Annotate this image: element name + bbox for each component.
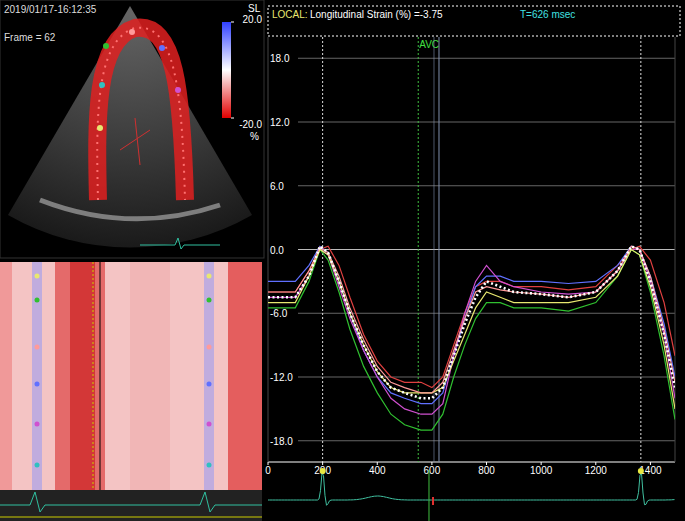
- x-tick-label: 1000: [530, 465, 553, 476]
- heatmap-band: [70, 262, 95, 490]
- segment-dot: [175, 87, 181, 93]
- ecg-avc: [428, 470, 429, 521]
- y-tick-label: -6.0: [270, 308, 288, 319]
- x-tick-label: 600: [424, 465, 441, 476]
- mini-ecg: [140, 238, 220, 249]
- x-tick-label: 800: [478, 465, 495, 476]
- strain-curve: [268, 246, 675, 398]
- ecg-trace: [268, 473, 675, 505]
- cursor-line: [438, 37, 439, 462]
- grid-line: [298, 440, 675, 441]
- heatmap-dot: [207, 422, 212, 427]
- heatmap-dot: [207, 382, 212, 387]
- header-measure: Longitudinal Strain (%) =-3.75: [310, 9, 443, 20]
- heatmap-marker: [32, 262, 42, 490]
- color-bar-tick: [231, 118, 234, 119]
- heatmap-dot: [207, 274, 212, 279]
- heatmap-dot: [35, 422, 40, 427]
- grid-line: [298, 122, 675, 123]
- color-bar-tick: [231, 22, 234, 23]
- header-time: T=626 msec: [520, 9, 575, 20]
- y-tick-label: 12.0: [270, 117, 290, 128]
- y-tick-label: -18.0: [270, 436, 293, 447]
- segment-dot: [159, 45, 165, 51]
- grid-line: [298, 249, 675, 250]
- heatmap-band: [130, 262, 170, 490]
- background: [0, 0, 685, 521]
- header-box: [268, 6, 680, 36]
- event-line: [640, 37, 641, 462]
- heatmap-band: [228, 262, 262, 490]
- heatmap-timebar: [0, 517, 262, 518]
- heatmap: [0, 262, 262, 490]
- strain-curve: [268, 246, 675, 403]
- strain-dots: [97, 28, 185, 200]
- plot-lines: [268, 246, 675, 430]
- x-tick-label: 1200: [585, 465, 608, 476]
- y-tick-label: 6.0: [270, 181, 284, 192]
- segment-dot: [129, 29, 135, 35]
- heatmap-ecg-bg: [0, 490, 262, 521]
- avc-label: AVC: [419, 39, 439, 50]
- screen: 2019/01/17-16:12:35 Frame = 62 SL20.0 -20.0…: [0, 0, 685, 521]
- heatmap-dot: [207, 345, 212, 350]
- color-bar-title: SL: [248, 3, 261, 14]
- heatmap-dot: [35, 345, 40, 350]
- grid-line: [298, 377, 675, 378]
- echo-tissue: [40, 200, 220, 219]
- heatmap-dot: [35, 463, 40, 468]
- grid-line: [298, 185, 675, 186]
- heatmap-band: [55, 262, 105, 490]
- heatmap-dot: [207, 298, 212, 303]
- echo-cross: [120, 118, 150, 165]
- x-tick-label: 400: [369, 465, 386, 476]
- timestamp: 2019/01/17-16:12:35: [4, 4, 97, 15]
- color-bar-label: 20.0: [243, 14, 263, 25]
- strain-curve: [268, 250, 675, 409]
- color-bar: [222, 22, 231, 118]
- strain-curve: [268, 246, 675, 393]
- heatmap-avc: [93, 262, 94, 490]
- y-tick-label: 18.0: [270, 53, 290, 64]
- ecg-cursor: [432, 497, 434, 505]
- strain-overlay: [97, 28, 185, 200]
- frame-label: Frame = 62: [4, 32, 56, 43]
- color-bar-unit: %: [250, 131, 259, 142]
- grid-line: [298, 58, 675, 59]
- grid-line: [298, 313, 675, 314]
- heatmap-ecg: [0, 492, 262, 512]
- header-local: LOCAL:: [272, 9, 308, 20]
- heatmap-dot: [35, 382, 40, 387]
- heatmap-marker: [204, 262, 214, 490]
- avc-line: [418, 37, 419, 462]
- x-axis: [268, 462, 675, 463]
- y-tick-label: -12.0: [270, 372, 293, 383]
- heatmap-dot: [35, 274, 40, 279]
- echo-frame: [0, 0, 264, 258]
- segment-dot: [103, 43, 109, 49]
- x-tick-label: 0: [265, 465, 271, 476]
- heatmap-cursor: [100, 262, 101, 490]
- heatmap-dot: [207, 463, 212, 468]
- ecg-peak: [320, 468, 326, 474]
- segment-dot: [97, 125, 103, 131]
- heatmap-dot: [35, 298, 40, 303]
- ecg-peak: [638, 468, 644, 474]
- segment-dot: [99, 82, 105, 88]
- heatmap-band: [0, 262, 12, 490]
- plot-edge: [268, 37, 269, 462]
- y-tick-label: 0.0: [270, 245, 284, 256]
- strain-curve: [268, 250, 675, 431]
- color-bar-label: -20.0: [239, 119, 262, 130]
